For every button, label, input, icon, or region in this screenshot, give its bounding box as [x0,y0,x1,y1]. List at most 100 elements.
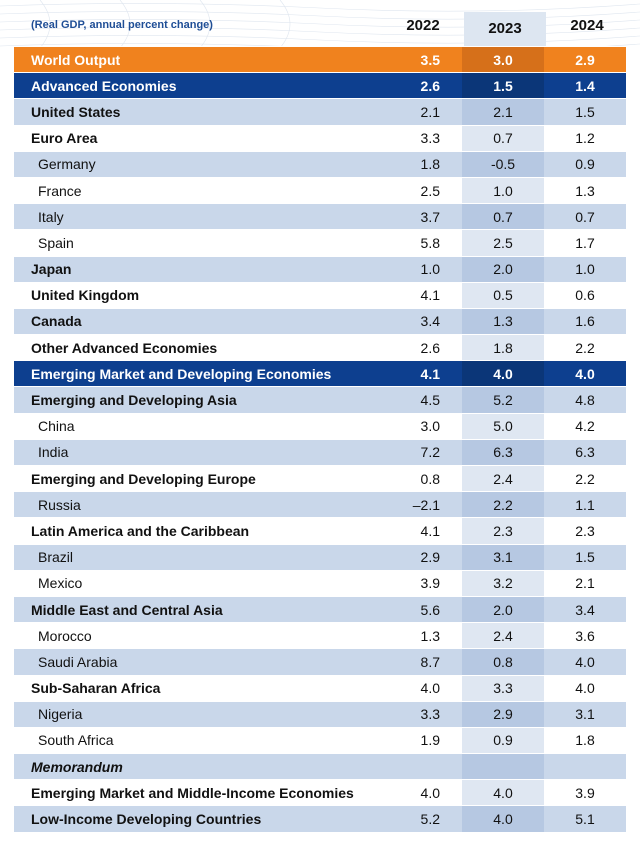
table-row: United Kingdom 4.1 0.5 0.6 [14,281,626,308]
row-label: Emerging Market and Middle-Income Econom… [31,784,354,801]
row-label: Advanced Economies [31,77,177,94]
table-row: Other Advanced Economies 2.6 1.8 2.2 [14,334,626,361]
table-row: Russia –2.1 2.2 1.1 [14,491,626,518]
value-2022: 3.3 [420,130,440,147]
table-row: Mexico 3.9 3.2 2.1 [14,569,626,596]
column-header-2022: 2022 [406,17,440,34]
value-2023: 2.4 [462,623,544,649]
row-label: Russia [38,496,81,513]
value-2022: 2.1 [420,103,440,120]
row-label: South Africa [38,732,114,749]
table-row: Emerging and Developing Europe 0.8 2.4 2.2 [14,465,626,492]
value-2022: 1.0 [420,261,440,278]
row-label: Japan [31,261,72,278]
value-2023: 1.3 [462,308,544,335]
value-2024: 1.3 [575,182,595,199]
value-2023: 0.7 [462,125,544,151]
column-header-2023: 2023 [464,12,546,46]
value-2024: 6.3 [575,444,595,461]
value-2024: 1.1 [575,496,595,513]
value-2022: 4.1 [420,522,440,539]
table-row: Low-Income Developing Countries 5.2 4.0 5.1 [14,805,626,832]
value-2022: 5.6 [420,601,440,618]
value-2023: 4.0 [462,780,544,806]
value-2022: 3.3 [420,706,440,723]
value-2024: 4.8 [575,392,595,409]
table-body: World Output 3.5 3.0 2.9 Advanced Economies 2… [14,46,626,832]
table-header: (Real GDP, annual percent change) 2022 2… [14,12,626,46]
row-label: Memorandum [31,758,123,775]
value-2024: 2.2 [575,470,595,487]
value-2022: 8.7 [420,653,440,670]
value-2022: 4.1 [420,287,440,304]
value-2024: 1.6 [575,313,595,330]
row-label: Morocco [38,627,92,644]
table-row: Spain 5.8 2.5 1.7 [14,229,626,256]
table-row: Morocco 1.3 2.4 3.6 [14,622,626,649]
value-2022: 1.9 [420,732,440,749]
value-2023: 2.3 [462,518,544,544]
table-row: Advanced Economies 2.6 1.5 1.4 [14,72,626,99]
value-2022: –2.1 [412,496,440,513]
value-2024: 1.5 [575,549,595,566]
table-row: China 3.0 5.0 4.2 [14,412,626,439]
table-row: South Africa 1.9 0.9 1.8 [14,726,626,754]
value-2024: 0.6 [575,287,595,304]
row-label: Euro Area [31,130,98,147]
value-2023: 2.9 [462,701,544,727]
row-label: Low-Income Developing Countries [31,811,262,828]
row-label: India [38,444,69,461]
table-row: World Output 3.5 3.0 2.9 [14,46,626,73]
table-subtitle: (Real GDP, annual percent change) [31,19,213,31]
value-2024: 2.9 [575,51,595,68]
value-2023: 1.5 [462,73,544,99]
value-2023: 2.2 [462,492,544,518]
value-2024: 3.6 [575,627,595,644]
table-row: Memorandum [14,753,626,780]
value-2023: 0.5 [462,282,544,308]
value-2024: 1.4 [575,77,595,94]
value-2022: 3.5 [420,51,440,68]
row-label: China [38,418,75,435]
value-2023: 1.0 [462,177,544,204]
value-2022: 2.5 [420,182,440,199]
value-2024 [544,754,626,779]
value-2024: 1.7 [575,234,595,251]
value-2024: 0.7 [575,208,595,225]
row-label: Middle East and Central Asia [31,601,223,618]
table-row: Emerging Market and Middle-Income Econom… [14,779,626,806]
value-2023: 2.5 [462,230,544,256]
value-2022: 2.6 [420,77,440,94]
value-2023: 3.1 [462,544,544,570]
value-2023: 2.0 [462,596,544,623]
table-row: Middle East and Central Asia 5.6 2.0 3.4 [14,595,626,623]
table-row: Brazil 2.9 3.1 1.5 [14,543,626,570]
row-label: Germany [38,156,96,173]
row-label: France [38,182,82,199]
value-2022: 3.9 [420,575,440,592]
value-2022: 4.5 [420,392,440,409]
row-label: Other Advanced Economies [31,339,218,356]
table-row: Italy 3.7 0.7 0.7 [14,203,626,230]
value-2023: 1.8 [462,335,544,361]
table-row: Germany 1.8 -0.5 0.9 [14,150,626,177]
value-2023: 0.7 [462,204,544,230]
value-2022: 4.1 [420,365,440,382]
value-2022: 4.0 [420,680,440,697]
value-2023: 2.0 [462,256,544,282]
table-row: India 7.2 6.3 6.3 [14,438,626,465]
table-row: Japan 1.0 2.0 1.0 [14,255,626,282]
value-2022: 2.6 [420,339,440,356]
value-2022: 3.7 [420,208,440,225]
value-2022: 5.8 [420,234,440,251]
row-label: Latin America and the Caribbean [31,522,250,539]
table-row: Canada 3.4 1.3 1.6 [14,307,626,335]
gdp-table: (Real GDP, annual percent change) 2022 2… [14,12,626,832]
value-2024: 1.5 [575,103,595,120]
value-2022: 4.0 [420,784,440,801]
row-label: Emerging Market and Developing Economies [31,365,332,382]
value-2022: 5.2 [420,811,440,828]
table-row: Euro Area 3.3 0.7 1.2 [14,124,626,151]
table-row: United States 2.1 2.1 1.5 [14,98,626,125]
value-2022: 1.8 [420,156,440,173]
